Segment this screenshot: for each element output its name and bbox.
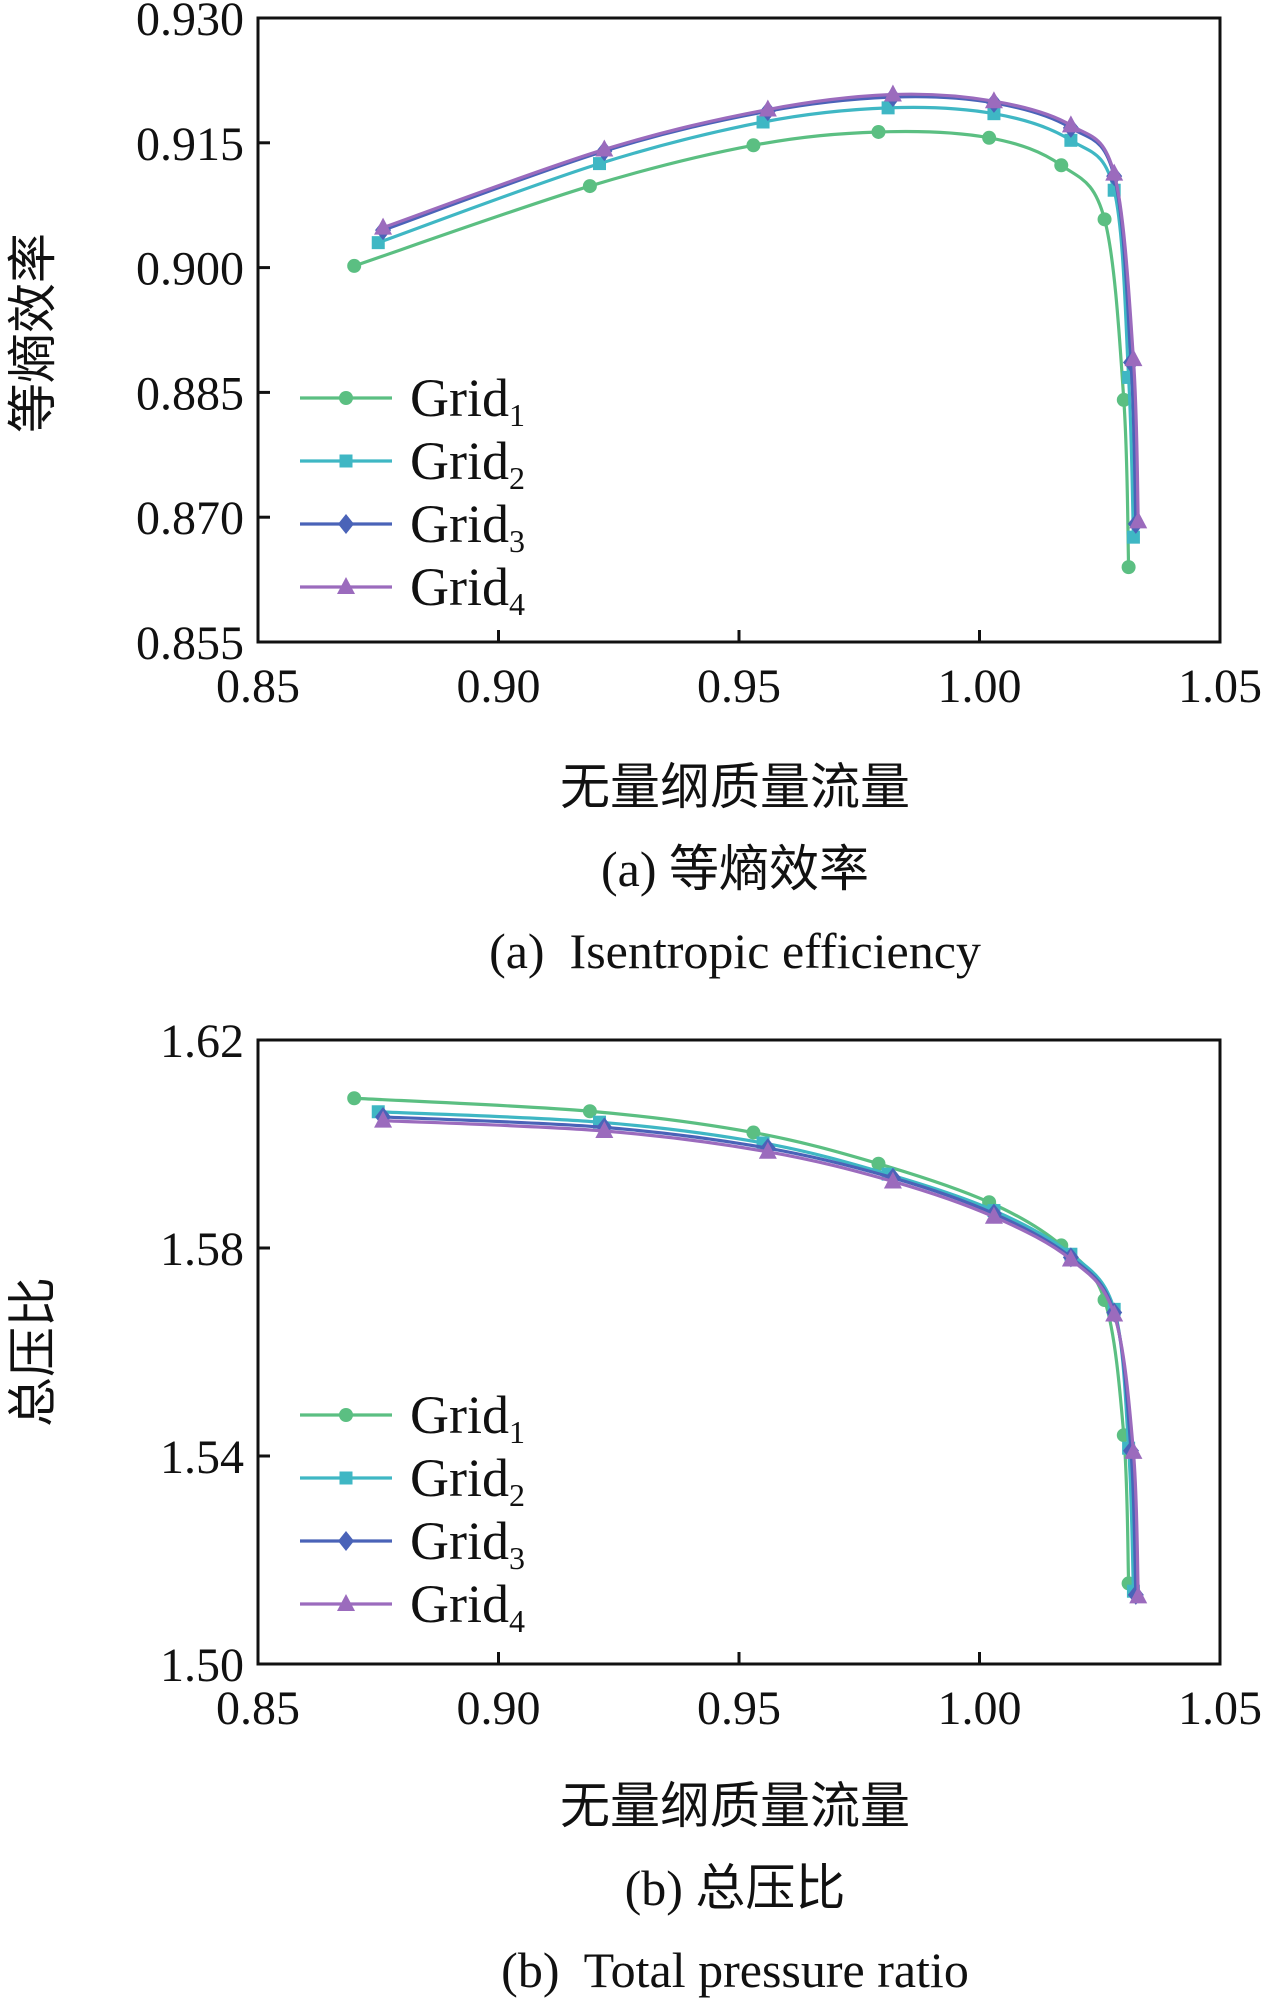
panel-a-isentropic-efficiency: 等熵效率 无量纲质量流量 (a) 等熵效率 (a) Isentropic eff… [5,0,1262,979]
panel-b-legend-label: Grid1 [410,1385,525,1450]
panel-a-point-grid2 [593,157,607,171]
panel-b-point-grid4 [374,1110,393,1128]
panel-a-x-tick-label: 0.90 [457,660,541,713]
panel-a-legend-marker [337,577,355,594]
panel-a-legend-label: Grid1 [410,368,525,433]
panel-a-point-grid2 [1064,133,1078,147]
panel-a-xlabel: 无量纲质量流量 [560,759,910,815]
panel-b-point-grid1 [347,1091,362,1106]
panel-b-legend-entry-grid4: Grid4 [300,1574,525,1639]
panel-a-point-grid4 [1129,511,1148,529]
panel-a-x-tick-label: 1.00 [938,660,1022,713]
panel-b-point-grid4 [883,1171,902,1189]
panel-b-point-grid4 [758,1141,777,1159]
panel-a-caption-en: (a) Isentropic efficiency [489,923,981,979]
panel-a-legend-marker [339,454,353,468]
panel-a-legend-label: Grid3 [410,494,525,559]
panel-a-legend-entry-grid2: Grid2 [300,431,525,496]
panel-a-point-grid2 [1126,530,1140,544]
panel-b-x-tick-label: 0.95 [697,1682,781,1735]
panel-b-legend-label: Grid2 [410,1448,525,1513]
panel-b-x-tick-label: 1.05 [1178,1682,1262,1735]
panel-a-legend-marker [338,514,354,534]
panel-a-point-grid2 [987,107,1001,121]
panel-b-legend-entry-grid3: Grid3 [300,1511,525,1576]
panel-a-caption-cn: (a) 等熵效率 [601,841,869,897]
panel-b-legend-marker [338,1531,354,1551]
panel-a-point-grid2 [371,236,385,250]
panel-b-point-grid1 [746,1125,761,1140]
panel-b-y-tick-label: 1.58 [160,1223,244,1276]
panel-b-legend-label: Grid4 [410,1574,525,1639]
panel-a-point-grid4 [1124,349,1143,367]
panel-b-x-tick-label: 1.00 [938,1682,1022,1735]
panel-a-y-tick-label: 0.900 [136,243,244,296]
panel-a-y-tick-label: 0.855 [136,617,244,670]
panel-b-point-grid4 [984,1206,1003,1224]
panel-b-y-tick-label: 1.54 [160,1431,244,1484]
panel-b-legend-entry-grid1: Grid1 [300,1385,525,1450]
panel-b-legend-marker [337,1594,355,1611]
panel-a-point-grid4 [1105,163,1124,181]
panel-b-caption-en: (b) Total pressure ratio [501,1942,969,1998]
panel-a-y-tick-label: 0.930 [136,0,244,46]
panel-a-y-tick-label: 0.915 [136,118,244,171]
panel-b-x-tick-label: 0.90 [457,1682,541,1735]
panel-b-x-tick-label: 0.85 [216,1682,300,1735]
panel-b-legend-entry-grid2: Grid2 [300,1448,525,1513]
panel-a-point-grid1 [347,258,362,273]
panel-a-legend-marker [339,391,353,405]
panel-b-point-grid1 [582,1104,597,1119]
panel-a-point-grid1 [1097,212,1112,227]
panel-a-x-tick-label: 0.95 [697,660,781,713]
panel-b-y-tick-label: 1.50 [160,1639,244,1692]
panel-a-point-grid4 [883,84,902,102]
panel-a-point-grid1 [982,130,997,145]
panel-a-legend-label: Grid2 [410,431,525,496]
panel-a-point-grid4 [374,217,393,235]
panel-a-point-grid4 [984,91,1003,109]
panel-b-y-tick-label: 1.62 [160,1015,244,1068]
panel-b-ylabel: 总压比 [5,1277,61,1427]
panel-b-legend-marker [339,1408,353,1422]
panel-b-caption-cn: (b) 总压比 [625,1860,846,1916]
panel-a-point-grid4 [758,99,777,117]
panel-a-point-grid1 [1054,158,1069,173]
panel-b-point-grid4 [595,1121,614,1138]
panel-a-y-tick-label: 0.885 [136,367,244,420]
panel-b-point-grid4 [1105,1304,1124,1322]
panel-a-x-tick-label: 0.85 [216,660,300,713]
panel-b-series-line-grid4 [382,1119,1140,1597]
panel-b-legend-marker [339,1471,353,1485]
panel-b-point-grid1 [871,1156,886,1171]
panel-b-point-grid4 [1124,1441,1143,1459]
panel-a-ylabel: 等熵效率 [5,233,61,433]
panel-a-point-grid4 [1061,115,1080,133]
panel-a-point-grid1 [746,138,761,153]
panel-b-xlabel: 无量纲质量流量 [560,1778,910,1834]
panel-b-point-grid4 [1061,1249,1080,1267]
panel-a-legend-entry-grid4: Grid4 [300,557,525,622]
panel-a-point-grid1 [1121,560,1136,575]
panel-a-legend-label: Grid4 [410,557,525,622]
panel-a-legend-entry-grid3: Grid3 [300,494,525,559]
panel-b-point-grid4 [1129,1586,1148,1604]
panel-b-total-pressure-ratio: 总压比 无量纲质量流量 (b) 总压比 (b) Total pressure r… [5,1015,1262,1998]
panel-b-legend-label: Grid3 [410,1511,525,1576]
panel-a-legend-entry-grid1: Grid1 [300,368,525,433]
panel-a-y-tick-label: 0.870 [136,492,244,545]
panel-a-point-grid1 [871,124,886,139]
panel-a-x-tick-label: 1.05 [1178,660,1262,713]
panel-a-point-grid1 [582,179,597,194]
panel-a-point-grid1 [1116,392,1131,407]
panel-a-point-grid4 [595,139,614,157]
